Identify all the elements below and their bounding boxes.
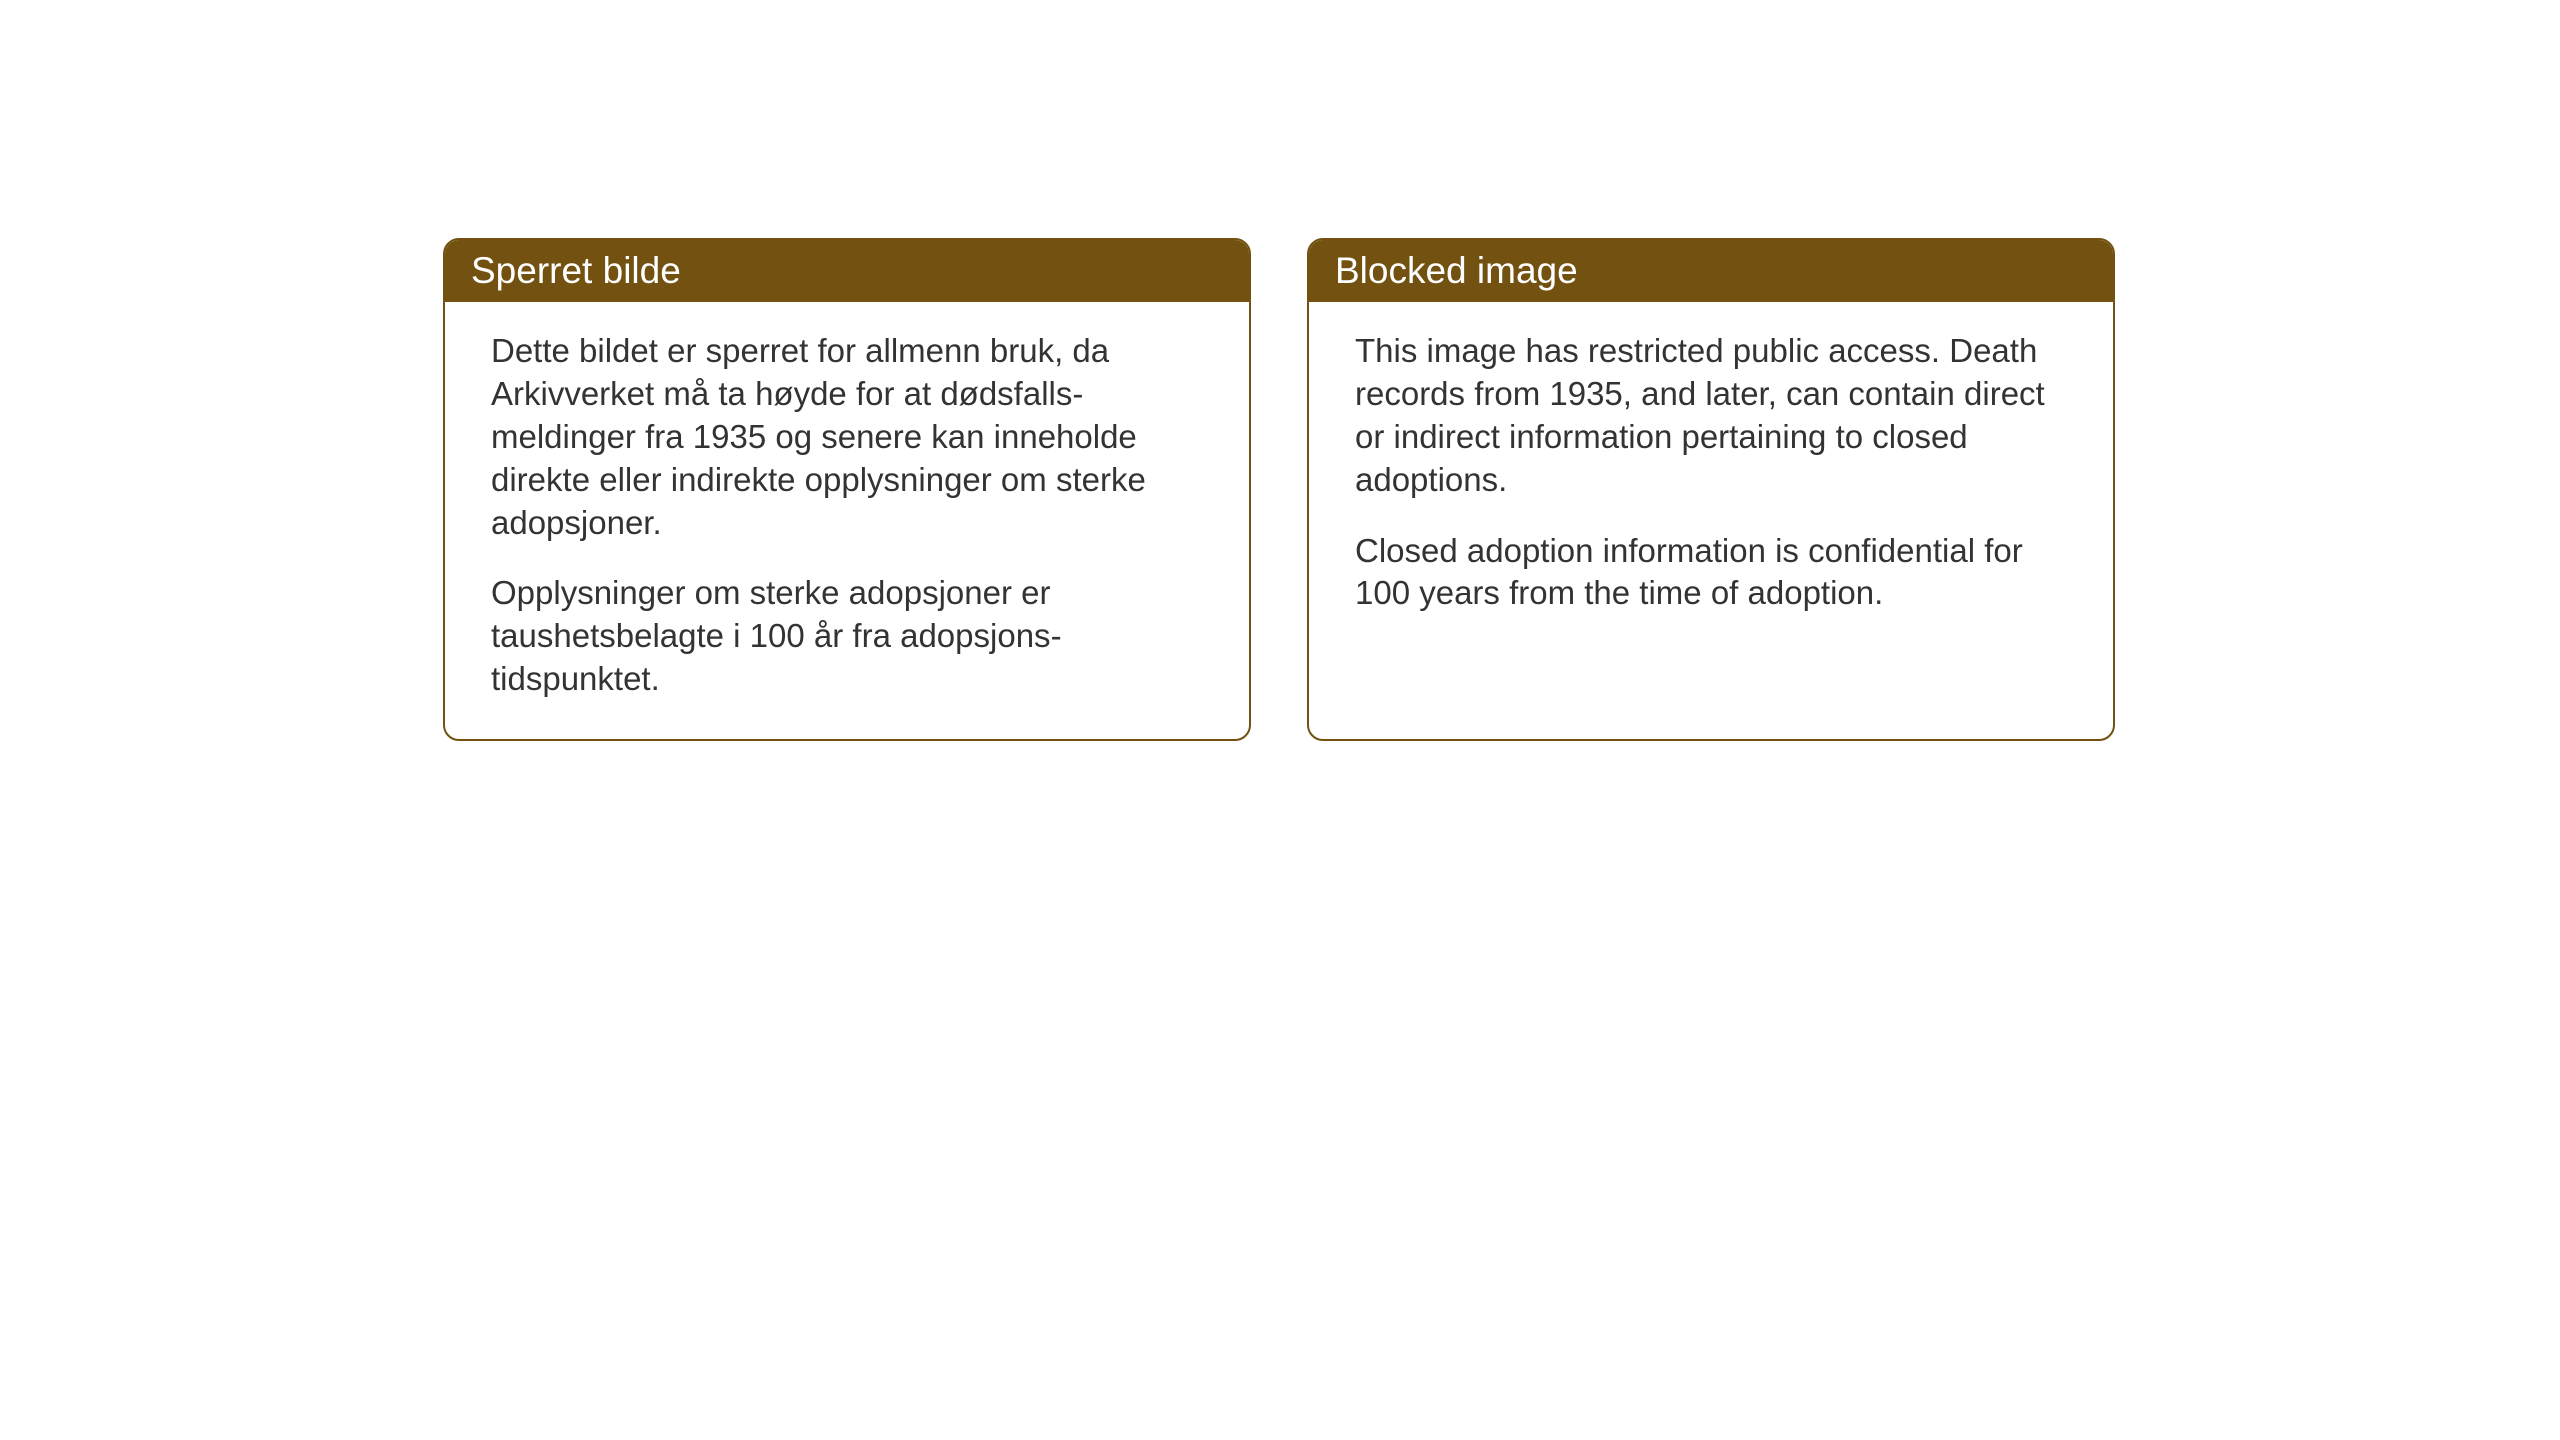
norwegian-notice-box: Sperret bilde Dette bildet er sperret fo… <box>443 238 1251 741</box>
norwegian-notice-body: Dette bildet er sperret for allmenn bruk… <box>445 302 1249 739</box>
english-notice-box: Blocked image This image has restricted … <box>1307 238 2115 741</box>
notice-container: Sperret bilde Dette bildet er sperret fo… <box>443 238 2115 741</box>
norwegian-notice-title: Sperret bilde <box>445 240 1249 302</box>
english-paragraph-1: This image has restricted public access.… <box>1355 330 2067 502</box>
english-notice-body: This image has restricted public access.… <box>1309 302 2113 695</box>
english-paragraph-2: Closed adoption information is confident… <box>1355 530 2067 616</box>
english-notice-title: Blocked image <box>1309 240 2113 302</box>
norwegian-paragraph-1: Dette bildet er sperret for allmenn bruk… <box>491 330 1203 544</box>
norwegian-paragraph-2: Opplysninger om sterke adopsjoner er tau… <box>491 572 1203 701</box>
